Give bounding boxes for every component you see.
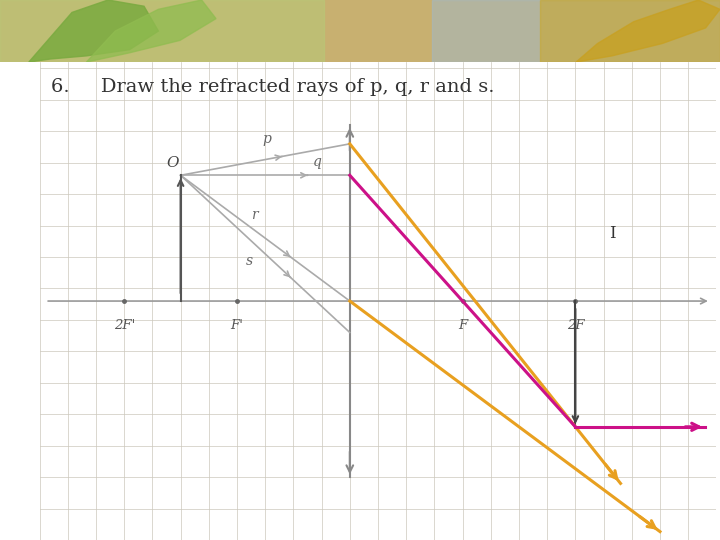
Bar	[540, 0, 720, 62]
Text: q: q	[313, 156, 322, 170]
Polygon shape	[86, 0, 216, 62]
Bar	[432, 0, 720, 62]
Polygon shape	[576, 0, 720, 62]
Bar	[0, 0, 324, 62]
Polygon shape	[29, 0, 158, 62]
Text: F': F'	[230, 319, 243, 332]
Text: F: F	[458, 319, 467, 332]
Text: 2F': 2F'	[114, 319, 135, 332]
Text: r: r	[251, 208, 258, 222]
Text: p: p	[262, 132, 271, 146]
Text: 2F: 2F	[567, 319, 584, 332]
Text: 6.     Draw the refracted rays of p, q, r and s.: 6. Draw the refracted rays of p, q, r an…	[51, 78, 495, 96]
Text: s: s	[246, 254, 253, 268]
Text: O: O	[166, 156, 179, 170]
Text: I: I	[609, 225, 616, 242]
